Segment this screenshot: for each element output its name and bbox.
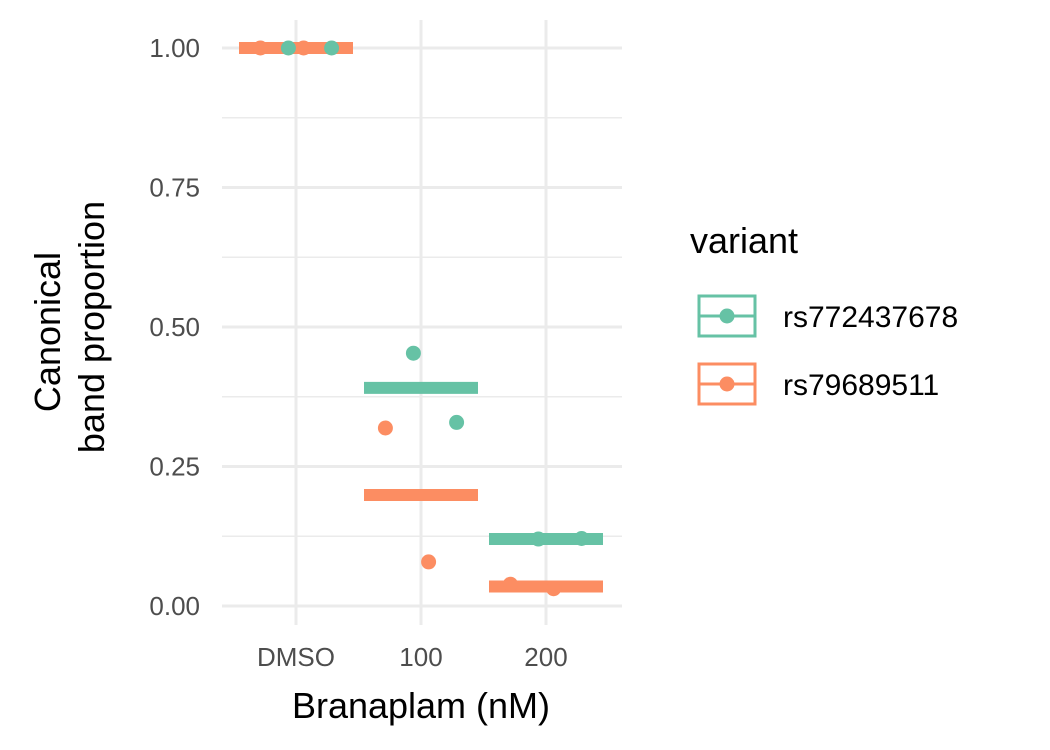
- legend-label: rs79689511: [783, 369, 939, 402]
- data-point: [324, 40, 340, 56]
- data-point: [421, 554, 437, 570]
- y-tick-label: 0.00: [149, 591, 200, 621]
- legend-label: rs772437678: [783, 301, 958, 334]
- data-point: [280, 40, 296, 56]
- y-tick-label: 0.75: [149, 173, 200, 203]
- x-tick-label: 100: [399, 642, 442, 672]
- data-point: [252, 40, 268, 56]
- data-point: [546, 581, 562, 597]
- legend-key-point: [719, 308, 735, 324]
- data-point: [574, 530, 590, 546]
- tick-labels-layer: 0.00 0.25 0.50 0.75 1.00 DMSO 100 200: [149, 33, 567, 672]
- data-point: [449, 414, 465, 430]
- y-tick-label: 0.50: [149, 312, 200, 342]
- x-tick-label: 200: [524, 642, 567, 672]
- legend-title: variant: [690, 220, 798, 261]
- legend-key-point: [719, 376, 735, 392]
- data-point: [377, 420, 393, 436]
- y-axis-title-line-2: band proportion: [71, 201, 112, 453]
- data-point: [502, 576, 518, 592]
- grid-layer: [222, 20, 622, 625]
- y-tick-label: 0.25: [149, 452, 200, 482]
- data-point: [296, 40, 312, 56]
- y-tick-label: 1.00: [149, 33, 200, 63]
- points-layer: [252, 40, 590, 597]
- legend: variant rs772437678 rs79689511: [690, 220, 958, 406]
- data-point: [405, 345, 421, 361]
- x-axis-title: Branaplam (nM): [292, 685, 550, 726]
- data-point: [530, 531, 546, 547]
- y-axis-title-line-1: Canonical: [27, 252, 68, 412]
- x-tick-label: DMSO: [257, 642, 335, 672]
- y-axis-title: Canonical band proportion: [27, 201, 112, 453]
- legend-items: rs772437678 rs79689511: [697, 294, 958, 406]
- legend-item: rs79689511: [697, 362, 939, 406]
- legend-item: rs772437678: [697, 294, 958, 338]
